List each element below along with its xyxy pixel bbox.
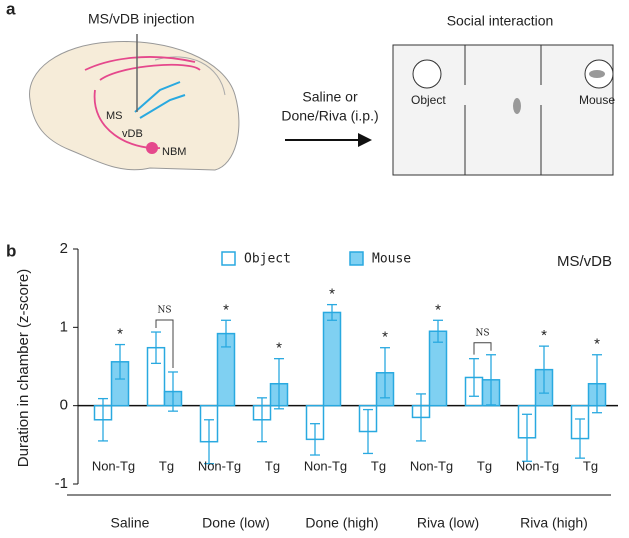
bar: [322, 311, 342, 407]
y-axis-label: Duration in chamber (z-score): [15, 269, 32, 467]
x-tick-label: Tg: [583, 458, 598, 473]
region-label: MS: [106, 110, 123, 122]
test-title: Social interaction: [447, 13, 554, 29]
significance: *: [223, 301, 229, 318]
nbm: [146, 142, 158, 154]
stimulus-mouse: [589, 70, 605, 78]
ms-vdb-cells: [134, 81, 186, 119]
treatment: Done/Riva (i.p.): [281, 108, 378, 124]
significance: *: [117, 326, 123, 343]
x-tick-label: Non-Tg: [92, 458, 135, 473]
group-label: Done (low): [202, 515, 270, 531]
legend-label: Mouse: [372, 252, 411, 267]
significance: *: [382, 329, 388, 346]
y-tick-label: -1: [55, 475, 68, 492]
x-tick-label: Tg: [265, 458, 280, 473]
legend-swatch: [221, 251, 236, 266]
arena-label: Object: [411, 93, 446, 107]
y-tick-label: 2: [60, 240, 68, 257]
significance: *: [594, 336, 600, 353]
y-tick-label: 1: [60, 318, 68, 335]
x-tick-label: Non-Tg: [198, 458, 241, 473]
x-tick-label: Non-Tg: [304, 458, 347, 473]
group-label: Done (high): [305, 515, 378, 531]
x-tick-label: Tg: [159, 458, 174, 473]
arena-label: Mouse: [579, 93, 615, 107]
legend-label: Object: [244, 252, 291, 267]
x-tick-label: Tg: [371, 458, 386, 473]
x-tick-label: Non-Tg: [410, 458, 453, 473]
injection-title: MS/vDB injection: [88, 11, 195, 27]
y-tick-label: 0: [60, 397, 68, 414]
group-label: Riva (high): [520, 515, 588, 531]
arena: [392, 44, 614, 176]
x-tick-label: Tg: [477, 458, 492, 473]
arrow-head: [358, 133, 372, 147]
test-mouse: [513, 98, 521, 114]
region-label: NBM: [162, 146, 186, 158]
significance: *: [541, 327, 547, 344]
legend-swatch: [349, 251, 364, 266]
object-cup: [412, 59, 442, 89]
significance: *: [435, 301, 441, 318]
region-label: vDB: [122, 128, 143, 140]
significance: NS: [475, 328, 489, 338]
divider: [464, 45, 542, 175]
x-tick-label: Non-Tg: [516, 458, 559, 473]
significance: NS: [157, 306, 171, 316]
significance-bracket: [155, 319, 174, 368]
brain: [29, 41, 240, 171]
treatment: Saline or: [302, 89, 358, 105]
chart-label: MS/vDB: [557, 253, 612, 270]
significance: *: [276, 340, 282, 357]
group-label: Riva (low): [417, 515, 479, 531]
panel-label: b: [6, 241, 16, 260]
panel-label: a: [6, 0, 16, 18]
significance: *: [329, 286, 335, 303]
significance-bracket: [473, 342, 492, 355]
group-label: Saline: [111, 515, 150, 531]
